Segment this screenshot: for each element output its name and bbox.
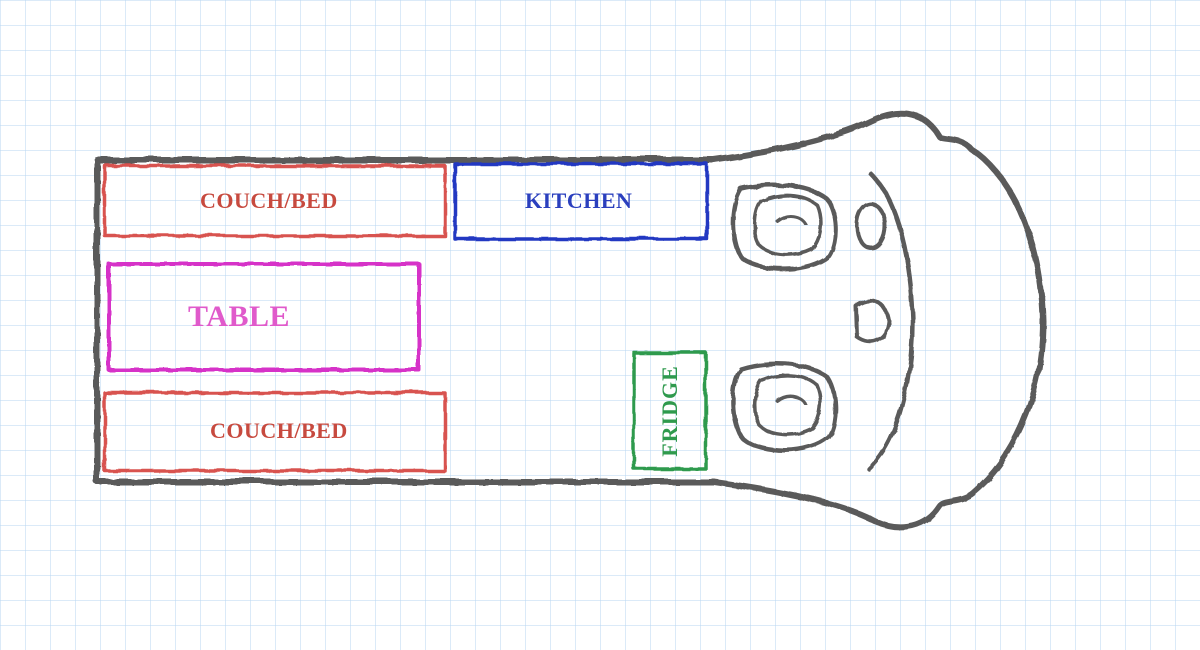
couch-bottom-label: COUCH/BED bbox=[210, 418, 348, 444]
kitchen-label: KITCHEN bbox=[525, 188, 632, 214]
couch-top-label: COUCH/BED bbox=[200, 188, 338, 214]
zone-boxes bbox=[0, 0, 1200, 650]
fridge-label: FRIDGE bbox=[657, 365, 683, 457]
table-label: TABLE bbox=[188, 300, 290, 334]
